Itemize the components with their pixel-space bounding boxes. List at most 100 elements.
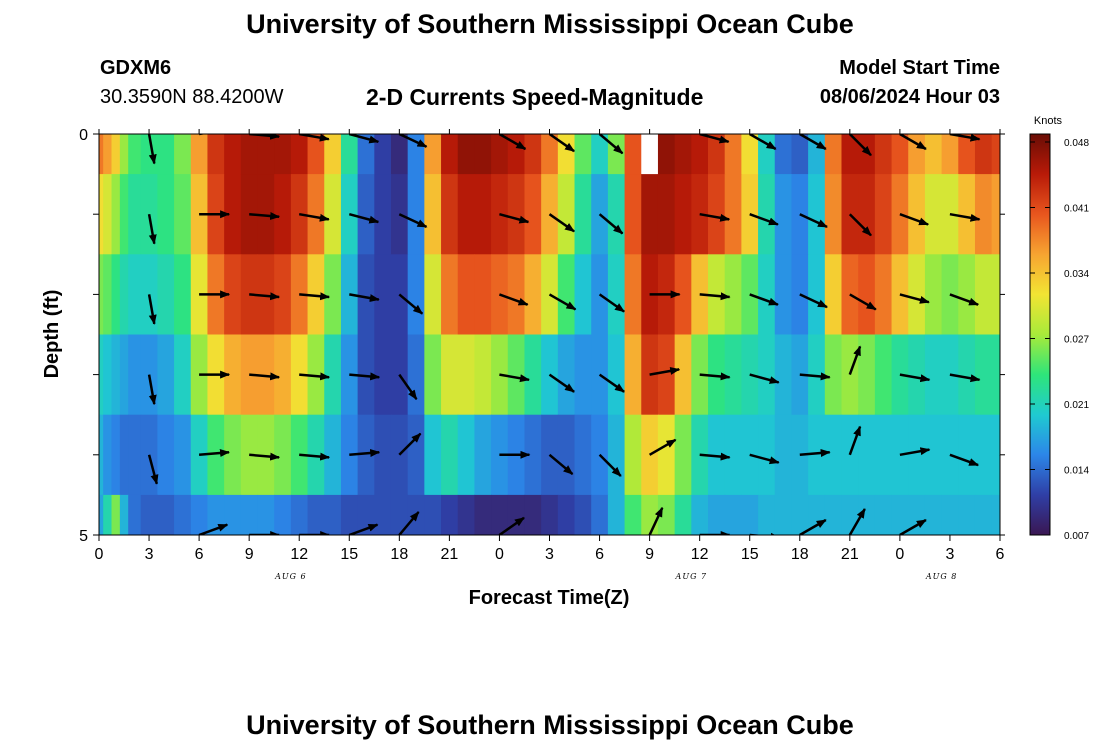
heatmap-cell <box>741 134 759 175</box>
current-vector-arrow <box>598 373 625 393</box>
heatmap-cell <box>190 134 209 175</box>
heatmap-cell <box>674 334 692 416</box>
heatmap-cell <box>858 414 876 496</box>
heatmap-cell <box>657 134 676 175</box>
heatmap-cell <box>824 414 843 496</box>
heatmap-cell <box>991 134 1000 175</box>
heatmap-cell <box>224 414 242 496</box>
heatmap-cell <box>157 134 175 175</box>
heatmap-cell <box>157 494 175 535</box>
current-vector-arrow <box>799 134 827 151</box>
heatmap-cell <box>157 254 175 336</box>
heatmap-cell <box>758 494 776 535</box>
heatmap-cell <box>974 414 993 496</box>
colorbar-tick-label: 0.007 <box>1064 531 1089 542</box>
current-vector-arrow <box>949 212 981 222</box>
colorbar-tick-label: 0.034 <box>1064 269 1089 280</box>
current-vectors <box>147 134 1000 535</box>
current-vector-arrow <box>999 454 1000 457</box>
heatmap-cell <box>574 334 592 416</box>
current-vector-arrow <box>899 213 930 226</box>
heatmap-cell <box>758 254 776 336</box>
heatmap-cell <box>624 414 642 496</box>
current-vector-arrow <box>749 213 779 226</box>
heatmap-cell <box>724 494 742 535</box>
heatmap-cell <box>374 494 392 535</box>
heatmap-cell <box>99 134 104 175</box>
heatmap-cell <box>591 494 609 535</box>
heatmap-cell <box>424 134 442 175</box>
heatmap-cell <box>274 254 292 336</box>
heatmap-cell <box>607 494 626 535</box>
heatmap-cell <box>841 494 859 535</box>
heatmap-cell <box>441 174 459 255</box>
current-vector-arrow <box>848 345 862 376</box>
heatmap-cell <box>257 494 275 535</box>
heatmap-cell <box>941 134 959 175</box>
heatmap-cell <box>924 334 943 416</box>
current-vector-arrow <box>699 212 731 222</box>
x-tick-label: 12 <box>290 546 308 563</box>
heatmap-cell <box>340 494 359 535</box>
heatmap-cell <box>357 414 375 496</box>
current-vector-arrow <box>848 134 872 157</box>
heatmap-cell <box>958 174 976 255</box>
heatmap-cell <box>224 254 242 336</box>
current-vector-arrow <box>598 453 622 477</box>
heatmap-cell <box>858 174 876 255</box>
heatmap-cell <box>557 494 576 535</box>
current-vector-arrow <box>499 373 530 383</box>
current-vector-arrow <box>349 372 381 381</box>
heatmap-cell <box>224 134 242 175</box>
heatmap-cell <box>524 134 542 175</box>
heatmap-cell <box>758 334 776 416</box>
heatmap-cell <box>758 174 776 255</box>
heatmap-cell <box>119 414 129 496</box>
x-tick-label: 21 <box>841 546 859 563</box>
heatmap-cell <box>128 134 142 175</box>
heatmap-cell <box>557 254 576 336</box>
current-vector-arrow <box>299 452 331 461</box>
axes: 0 3 6 9 12 15 18 21 0 3 6 9 12 15 18 21 0 3 6 AUG 6 AUG 7 AUG… <box>79 127 1005 581</box>
heatmap-cell <box>908 254 926 336</box>
heatmap-cell <box>557 334 576 416</box>
heatmap-cell <box>103 494 113 535</box>
heatmap-cell <box>824 134 843 175</box>
heatmap-cell <box>207 134 225 175</box>
heatmap-cell <box>290 494 309 535</box>
current-vector-arrow <box>899 293 930 304</box>
heatmap-cell <box>674 414 692 496</box>
heatmap-cell <box>991 494 1000 535</box>
page-title: University of Southern Mississippi Ocean… <box>246 9 854 39</box>
colorbar-tick-label: 0.014 <box>1064 466 1089 477</box>
heatmap-cell <box>174 254 192 336</box>
heatmap-cell <box>774 414 793 496</box>
heatmap-cell <box>724 254 742 336</box>
current-vector-arrow <box>749 134 777 151</box>
heatmap-cell <box>591 134 609 175</box>
heatmap-cell <box>524 494 542 535</box>
current-vector-arrow <box>147 213 157 245</box>
current-vector-arrow <box>699 372 731 381</box>
heatmap-cell <box>474 134 492 175</box>
current-vector-arrow <box>598 134 624 155</box>
heatmap-cell <box>541 494 559 535</box>
heatmap-cell <box>657 334 676 416</box>
heatmap-cell <box>224 334 242 416</box>
heatmap-cell <box>174 494 192 535</box>
heatmap-cell <box>941 494 959 535</box>
current-vector-arrow <box>348 523 379 535</box>
heatmap-cell <box>407 334 425 416</box>
heatmap-cell <box>274 334 292 416</box>
heatmap-cell <box>357 134 375 175</box>
colorbar-tick-label: 0.041 <box>1064 204 1089 215</box>
current-vector-arrow <box>848 508 866 535</box>
heatmap-cell <box>357 254 375 336</box>
heatmap-cell <box>274 414 292 496</box>
current-vector-arrow <box>299 292 331 301</box>
current-vector-arrow <box>398 293 424 315</box>
heatmap-cell <box>224 494 242 535</box>
current-vector-arrow <box>498 516 525 535</box>
heatmap-cell <box>119 174 129 255</box>
heatmap-cell <box>390 494 409 535</box>
